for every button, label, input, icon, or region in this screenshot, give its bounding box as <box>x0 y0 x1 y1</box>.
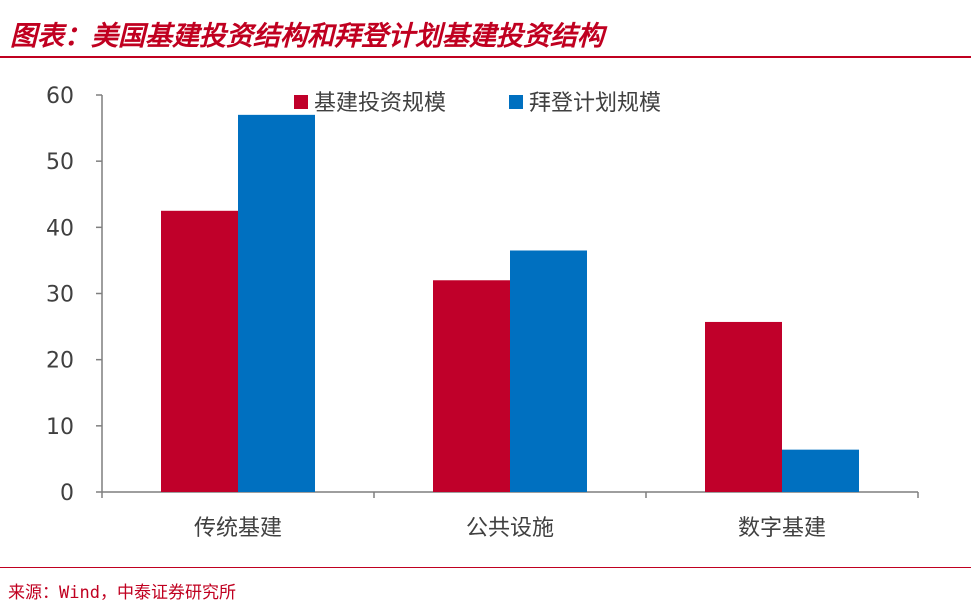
y-tick-label: 40 <box>46 216 74 241</box>
y-tick-label: 20 <box>46 349 74 374</box>
bar <box>510 250 587 492</box>
legend-swatch <box>294 95 308 109</box>
y-tick-label: 0 <box>60 481 74 506</box>
bar <box>161 210 238 492</box>
chart-area: 0 10 20 30 40 50 60 传统基建 公共设施 数字基建 基建投资规模 拜登计划规模 <box>0 60 971 565</box>
bar <box>782 449 859 492</box>
bar <box>238 114 315 492</box>
figure-title: 图表：美国基建投资结构和拜登计划基建投资结构 <box>10 21 604 52</box>
title-divider <box>0 56 971 58</box>
x-tick-label: 数字基建 <box>738 516 826 541</box>
legend-label: 基建投资规模 <box>314 91 446 116</box>
legend-swatch <box>509 95 523 109</box>
legend-label: 拜登计划规模 <box>529 91 661 116</box>
y-tick-label: 50 <box>46 150 74 175</box>
source-divider <box>0 567 971 568</box>
y-tick-label: 60 <box>46 84 74 109</box>
x-tick-label: 传统基建 <box>194 516 282 541</box>
y-tick-label: 10 <box>46 415 74 440</box>
bar <box>705 321 782 492</box>
bar-chart: 0 10 20 30 40 50 60 传统基建 公共设施 数字基建 基建投资规模 拜登计划规模 <box>46 84 919 541</box>
bar <box>433 280 510 492</box>
source-note: 来源：Wind，中泰证券研究所 <box>8 583 236 603</box>
x-tick-label: 公共设施 <box>466 516 554 541</box>
y-tick-label: 30 <box>46 283 74 308</box>
title-bar: 图表：美国基建投资结构和拜登计划基建投资结构 <box>0 0 971 58</box>
